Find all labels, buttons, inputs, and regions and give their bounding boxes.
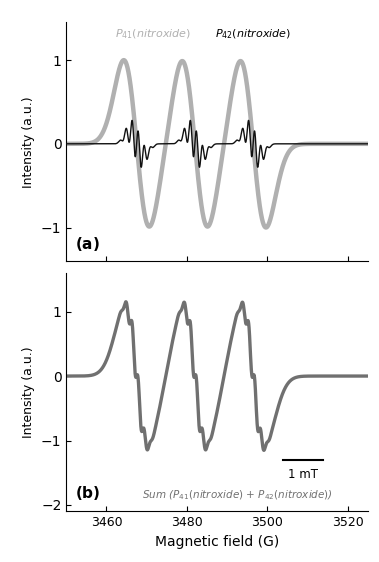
Text: $P_{41}$$(nitroxide)$: $P_{41}$$(nitroxide)$: [114, 27, 191, 40]
Y-axis label: Intensity (a.u.): Intensity (a.u.): [22, 96, 35, 188]
Text: Sum ($P_{41}$$(nitroxide)$ + $P_{42}$$(nitroxide)$): Sum ($P_{41}$$(nitroxide)$ + $P_{42}$$(n…: [142, 488, 333, 502]
Text: $\bf{(b)}$: $\bf{(b)}$: [75, 484, 101, 502]
Y-axis label: Intensity (a.u.): Intensity (a.u.): [22, 346, 35, 438]
X-axis label: Magnetic field (G): Magnetic field (G): [155, 535, 279, 549]
Text: $\bf{(a)}$: $\bf{(a)}$: [75, 235, 100, 253]
Text: 1 mT: 1 mT: [288, 468, 318, 481]
Text: $P_{42}$$(nitroxide)$: $P_{42}$$(nitroxide)$: [215, 27, 291, 40]
